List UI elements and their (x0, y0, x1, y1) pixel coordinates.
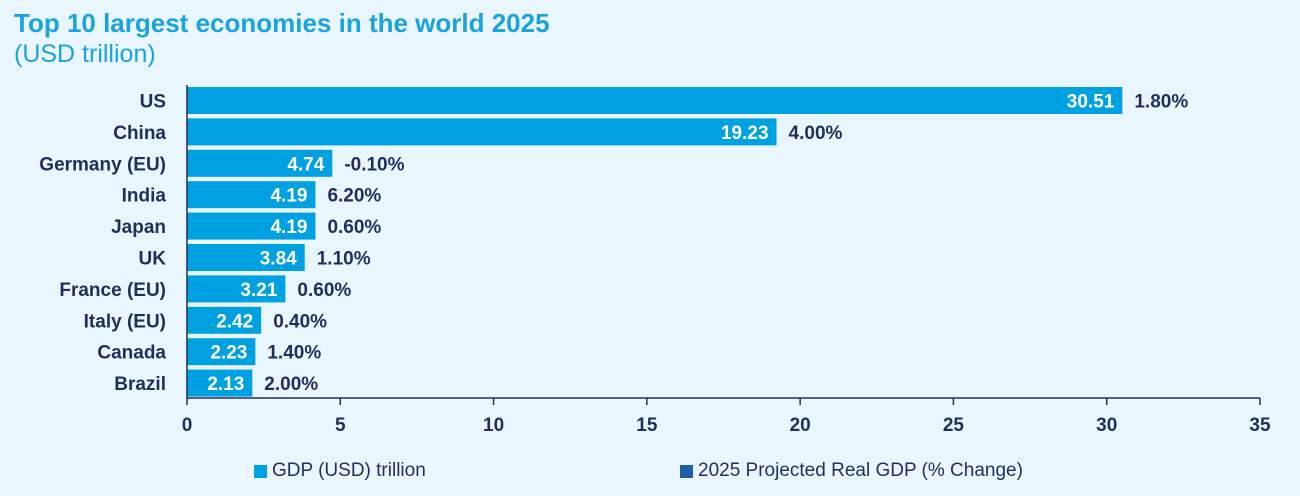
chart-title: Top 10 largest economies in the world 20… (14, 8, 550, 38)
x-tick-label: 30 (1096, 415, 1117, 436)
legend-label-growth: 2025 Projected Real GDP (% Change) (698, 460, 1023, 481)
gdp-value-label: 19.23 (721, 123, 769, 144)
growth-value-label: 4.00% (789, 123, 843, 144)
gdp-bar (187, 306, 262, 334)
gdp-bar (187, 244, 305, 271)
growth-value-label: 1.40% (267, 343, 321, 364)
category-label: France (EU) (59, 280, 166, 301)
legend: GDP (USD) trillion 2025 Projected Real G… (0, 460, 1300, 484)
growth-value-label: 0.40% (273, 311, 327, 332)
gdp-value-label: 2.23 (210, 343, 247, 364)
x-tick-label: 10 (483, 415, 504, 436)
gdp-value-label: 30.51 (1067, 92, 1115, 113)
category-label: Germany (EU) (39, 154, 166, 175)
legend-label-gdp: GDP (USD) trillion (272, 460, 426, 481)
legend-item-growth: 2025 Projected Real GDP (% Change) (680, 460, 1023, 482)
growth-value-label: 0.60% (297, 280, 351, 301)
gdp-bar (187, 212, 316, 240)
x-tick-label: 25 (943, 415, 965, 436)
x-tick-label: 35 (1249, 415, 1271, 436)
category-label: Canada (97, 343, 166, 364)
category-label: Japan (111, 217, 166, 238)
category-label: UK (139, 249, 167, 270)
growth-value-label: 1.10% (317, 249, 371, 270)
gdp-value-label: 4.74 (287, 154, 324, 175)
gdp-value-label: 2.42 (216, 311, 253, 332)
x-tick-label: 5 (335, 415, 346, 436)
gdp-value-label: 4.19 (270, 217, 307, 238)
x-tick-label: 0 (182, 415, 193, 436)
chart-subtitle: (USD trillion) (14, 40, 156, 68)
category-label: US (140, 92, 166, 113)
gdp-bar (187, 338, 256, 366)
gdp-bar (187, 149, 333, 177)
gdp-bar (187, 369, 253, 397)
x-tick-label: 20 (790, 415, 811, 436)
category-label: Brazil (114, 374, 166, 395)
gdp-bar (187, 118, 777, 146)
legend-swatch-growth (680, 464, 693, 478)
growth-value-label: -0.10% (344, 154, 404, 175)
growth-value-label: 1.80% (1134, 92, 1188, 113)
gdp-value-label: 2.13 (207, 374, 244, 395)
gdp-value-label: 4.19 (270, 186, 307, 207)
category-label: Italy (EU) (84, 311, 166, 332)
gdp-bar (187, 87, 1123, 114)
growth-value-label: 0.60% (327, 217, 381, 238)
legend-item-gdp: GDP (USD) trillion (254, 460, 426, 482)
growth-value-label: 6.20% (327, 186, 381, 207)
gdp-value-label: 3.21 (240, 280, 277, 301)
gdp-value-label: 3.84 (260, 249, 297, 270)
legend-swatch-gdp (254, 464, 267, 478)
growth-value-label: 2.00% (264, 374, 318, 395)
x-tick-label: 15 (636, 415, 658, 436)
category-label: India (122, 186, 167, 207)
gdp-bar (187, 275, 286, 303)
gdp-bar (187, 181, 316, 209)
category-label: China (113, 123, 166, 144)
